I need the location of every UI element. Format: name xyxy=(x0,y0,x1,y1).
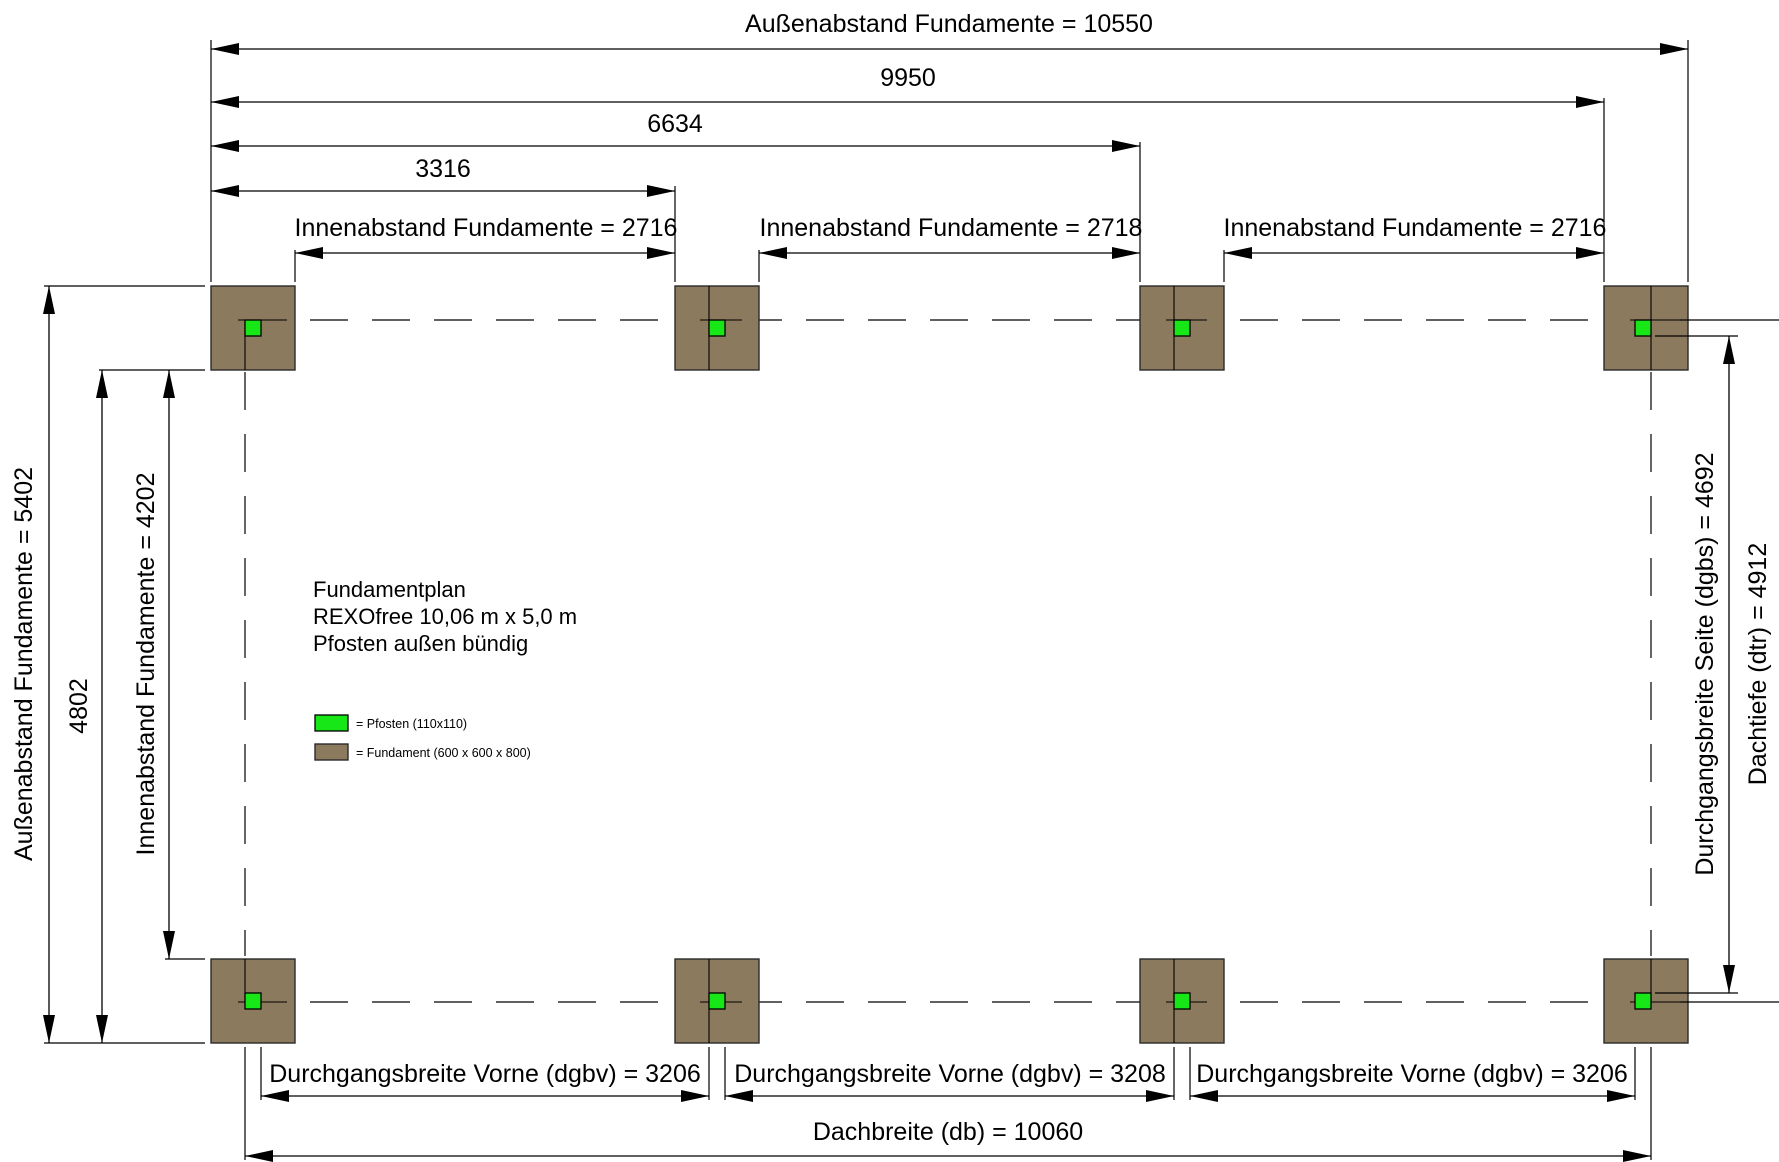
post-bottom-4 xyxy=(1630,959,1680,1010)
label-inner-2: Innenabstand Fundamente = 2718 xyxy=(760,214,1143,242)
extension-lines xyxy=(44,40,1779,1160)
title-line-1: Fundamentplan xyxy=(313,577,466,602)
label-inner-3: Innenabstand Fundamente = 2716 xyxy=(1224,214,1607,242)
label-roof-width: Dachbreite (db) = 10060 xyxy=(813,1118,1083,1146)
post-top-3 xyxy=(1166,286,1207,370)
title-line-2: REXOfree 10,06 m x 5,0 m xyxy=(313,604,577,629)
label-6634: 6634 xyxy=(647,110,703,138)
post-bottom-3 xyxy=(1166,959,1207,1043)
label-front-3: Durchgangsbreite Vorne (dgbv) = 3206 xyxy=(1196,1060,1628,1088)
post-top-4 xyxy=(1630,286,1680,370)
legend: = Pfosten (110x110) = Fundament (600 x 6… xyxy=(314,714,531,761)
title-line-3: Pfosten außen bündig xyxy=(313,631,528,656)
post-top-2 xyxy=(700,286,742,370)
label-front-2: Durchgangsbreite Vorne (dgbv) = 3208 xyxy=(734,1060,1166,1088)
post-top-1 xyxy=(238,319,287,370)
label-side-width: Durchgangsbreite Seite (dgbs) = 4692 xyxy=(1691,452,1719,875)
label-roof-depth: Dachtiefe (dtr) = 4912 xyxy=(1744,543,1772,786)
label-outer-top: Außenabstand Fundamente = 10550 xyxy=(745,10,1153,38)
post-bottom-2 xyxy=(700,959,742,1043)
label-outer-left: Außenabstand Fundamente = 5402 xyxy=(10,467,38,861)
title-block: Fundamentplan REXOfree 10,06 m x 5,0 m P… xyxy=(313,577,577,656)
dimension-lines xyxy=(43,43,1735,1162)
axis-lines xyxy=(244,319,1652,1003)
posts xyxy=(238,286,1680,1043)
dimension-labels: Außenabstand Fundamente = 10550 9950 663… xyxy=(10,10,1772,1146)
label-inner-left: Innenabstand Fundamente = 4202 xyxy=(132,473,160,856)
label-9950: 9950 xyxy=(880,64,936,92)
legend-foundation-swatch xyxy=(314,743,349,761)
label-3316: 3316 xyxy=(415,155,471,183)
legend-post-label: = Pfosten (110x110) xyxy=(356,717,467,731)
label-front-1: Durchgangsbreite Vorne (dgbv) = 3206 xyxy=(269,1060,701,1088)
legend-foundation-label: = Fundament (600 x 600 x 800) xyxy=(356,746,531,760)
foundations xyxy=(210,285,1689,1044)
post-bottom-1 xyxy=(238,959,287,1010)
label-inner-1: Innenabstand Fundamente = 2716 xyxy=(295,214,678,242)
foundation-top-1 xyxy=(210,285,296,371)
label-4802: 4802 xyxy=(65,678,93,734)
legend-post-swatch xyxy=(314,714,349,732)
